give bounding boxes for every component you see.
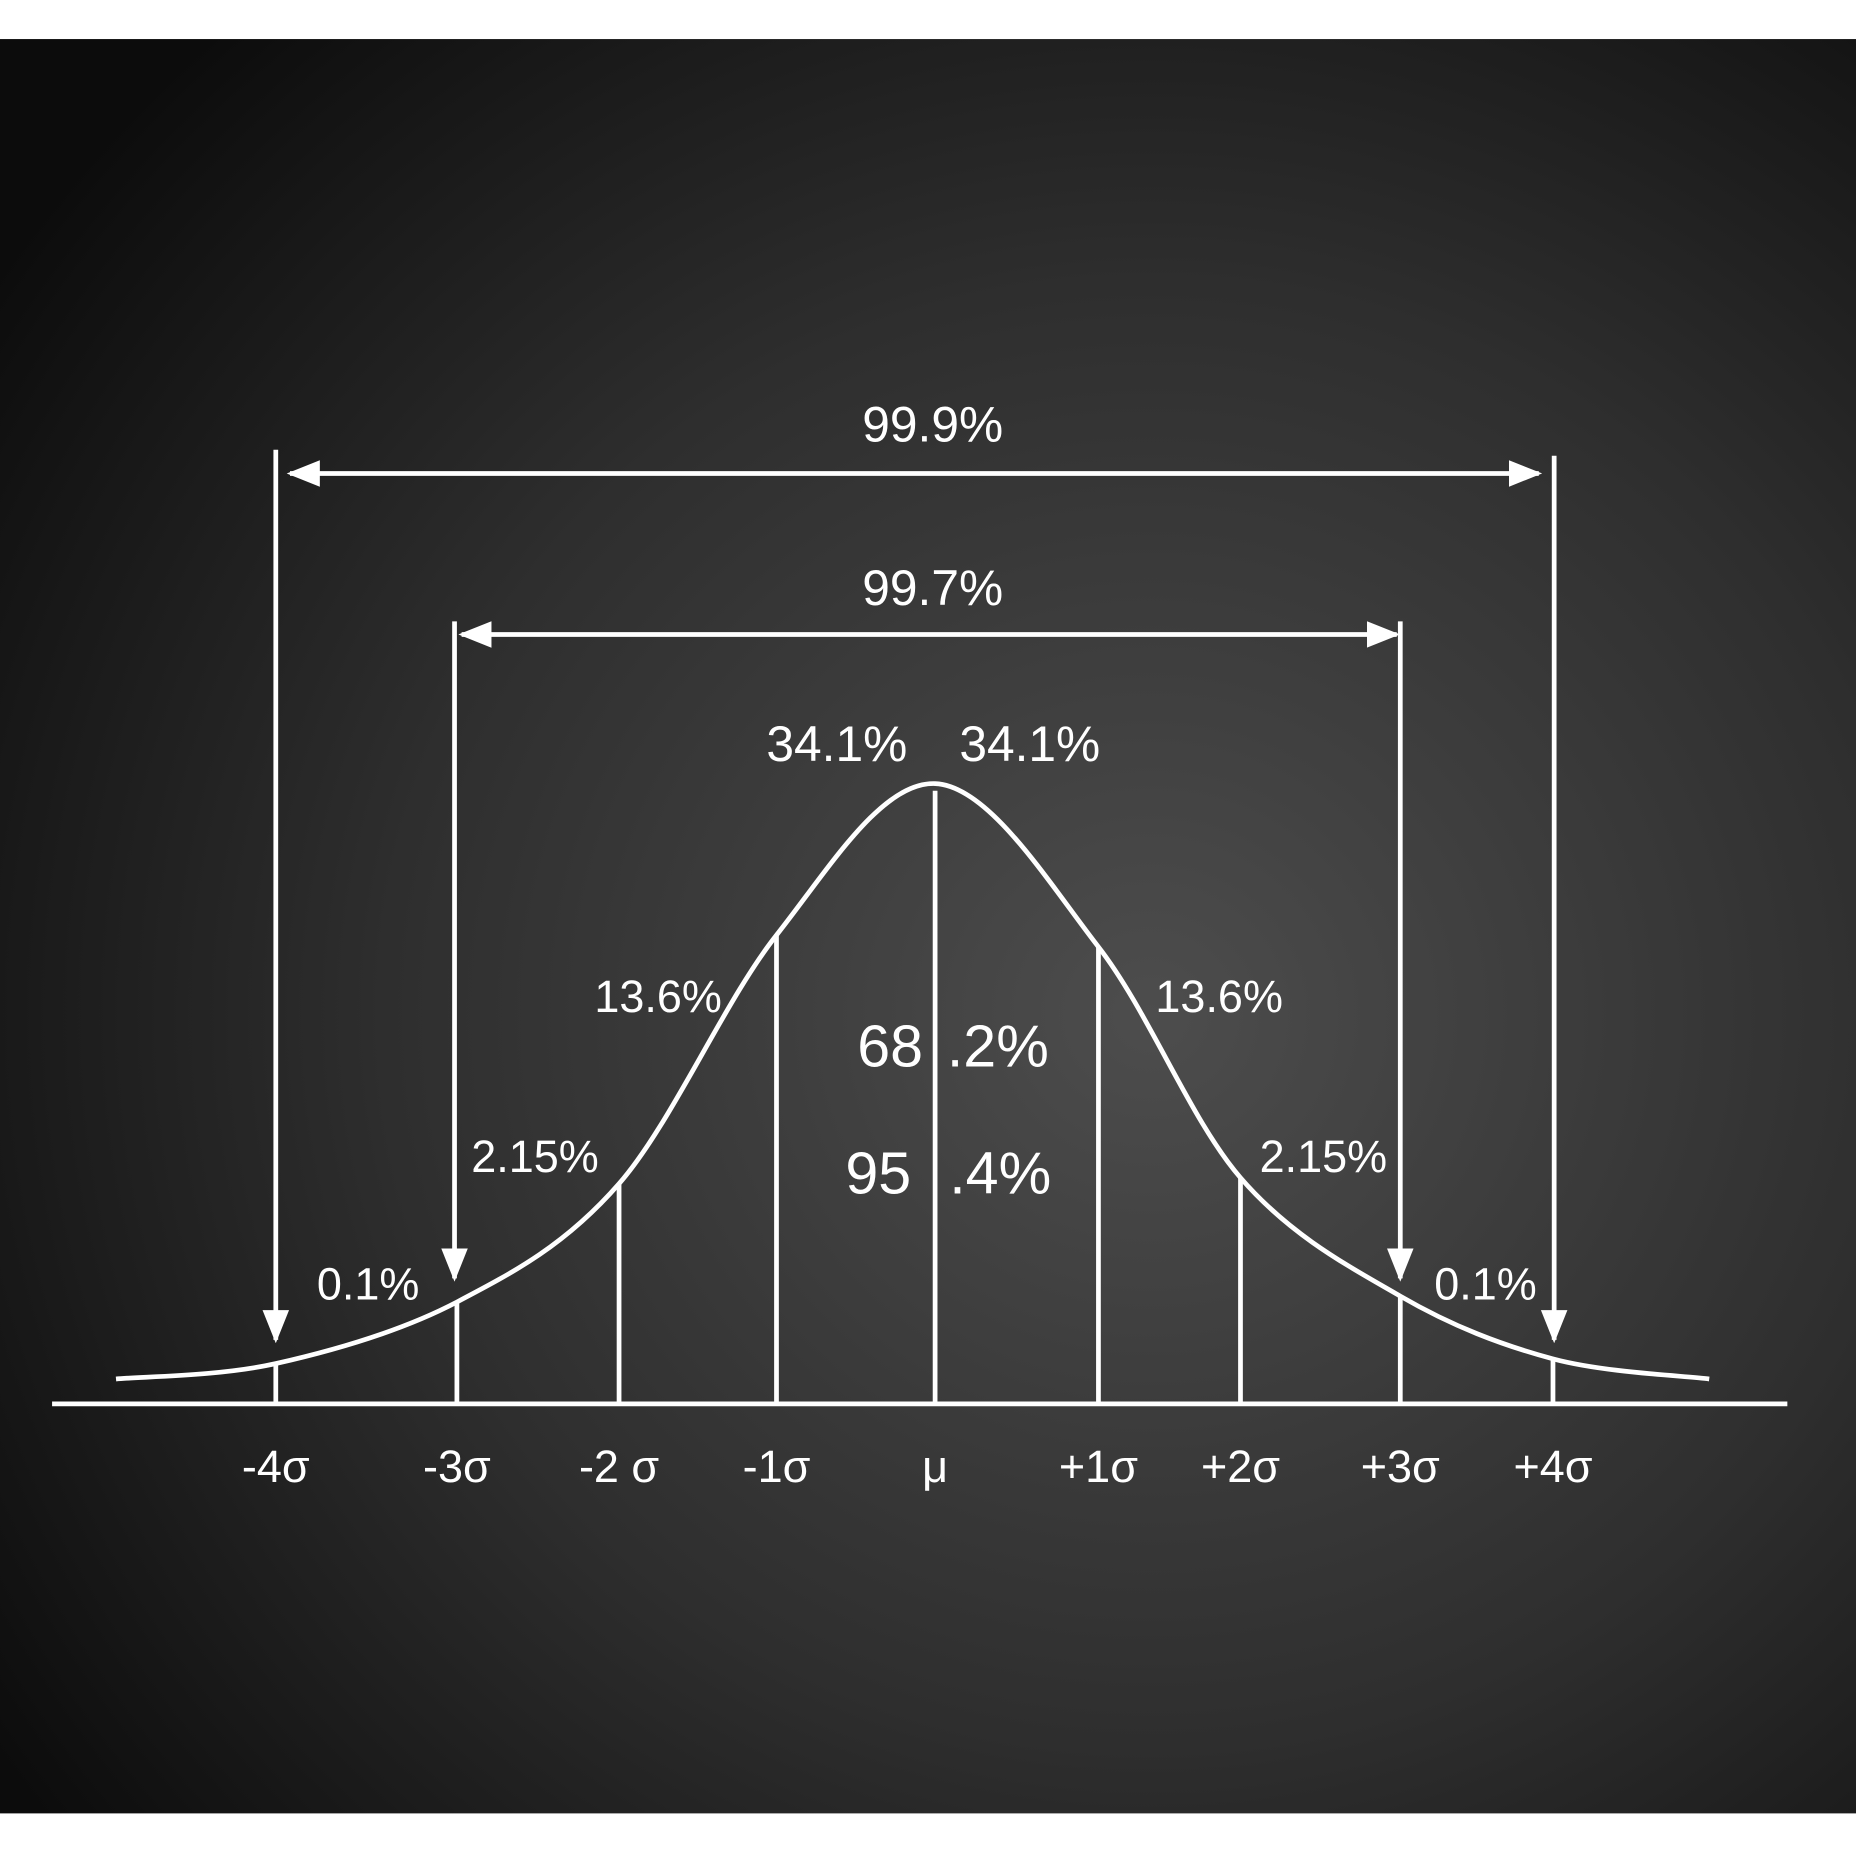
axis-label: μ bbox=[922, 1441, 948, 1492]
center-total: .4% bbox=[949, 1139, 1051, 1206]
span-label: 99.7% bbox=[862, 560, 1003, 616]
center-total: 68 bbox=[857, 1013, 923, 1080]
axis-label: -2 σ bbox=[579, 1441, 659, 1492]
segment-label: 2.15% bbox=[471, 1131, 599, 1182]
axis-label: +1σ bbox=[1059, 1441, 1138, 1492]
sigma-lines bbox=[273, 790, 1556, 1404]
axis-labels: -4σ -3σ -2 σ -1σ μ +1σ +2σ +3σ +4σ bbox=[242, 1441, 1593, 1492]
span-label: 99.9% bbox=[862, 397, 1003, 453]
axis-label: -4σ bbox=[242, 1441, 310, 1492]
segment-label: 34.1% bbox=[959, 716, 1100, 772]
axis-label: -1σ bbox=[743, 1441, 811, 1492]
segment-label: 2.15% bbox=[1260, 1131, 1388, 1182]
segment-label: 0.1% bbox=[317, 1259, 420, 1310]
center-total: 95 bbox=[845, 1139, 911, 1206]
chalkboard bbox=[0, 39, 1856, 1814]
bell-curve bbox=[115, 781, 1710, 1382]
axis-label: +4σ bbox=[1513, 1441, 1592, 1492]
axis-label: +3σ bbox=[1361, 1441, 1440, 1492]
segment-label: 0.1% bbox=[1434, 1259, 1537, 1310]
axis-label: +2σ bbox=[1201, 1441, 1280, 1492]
segment-label: 13.6% bbox=[594, 971, 722, 1022]
center-total: .2% bbox=[947, 1013, 1049, 1080]
segment-label: 13.6% bbox=[1155, 971, 1283, 1022]
axis-label: -3σ bbox=[423, 1441, 491, 1492]
segment-label: 34.1% bbox=[766, 716, 907, 772]
